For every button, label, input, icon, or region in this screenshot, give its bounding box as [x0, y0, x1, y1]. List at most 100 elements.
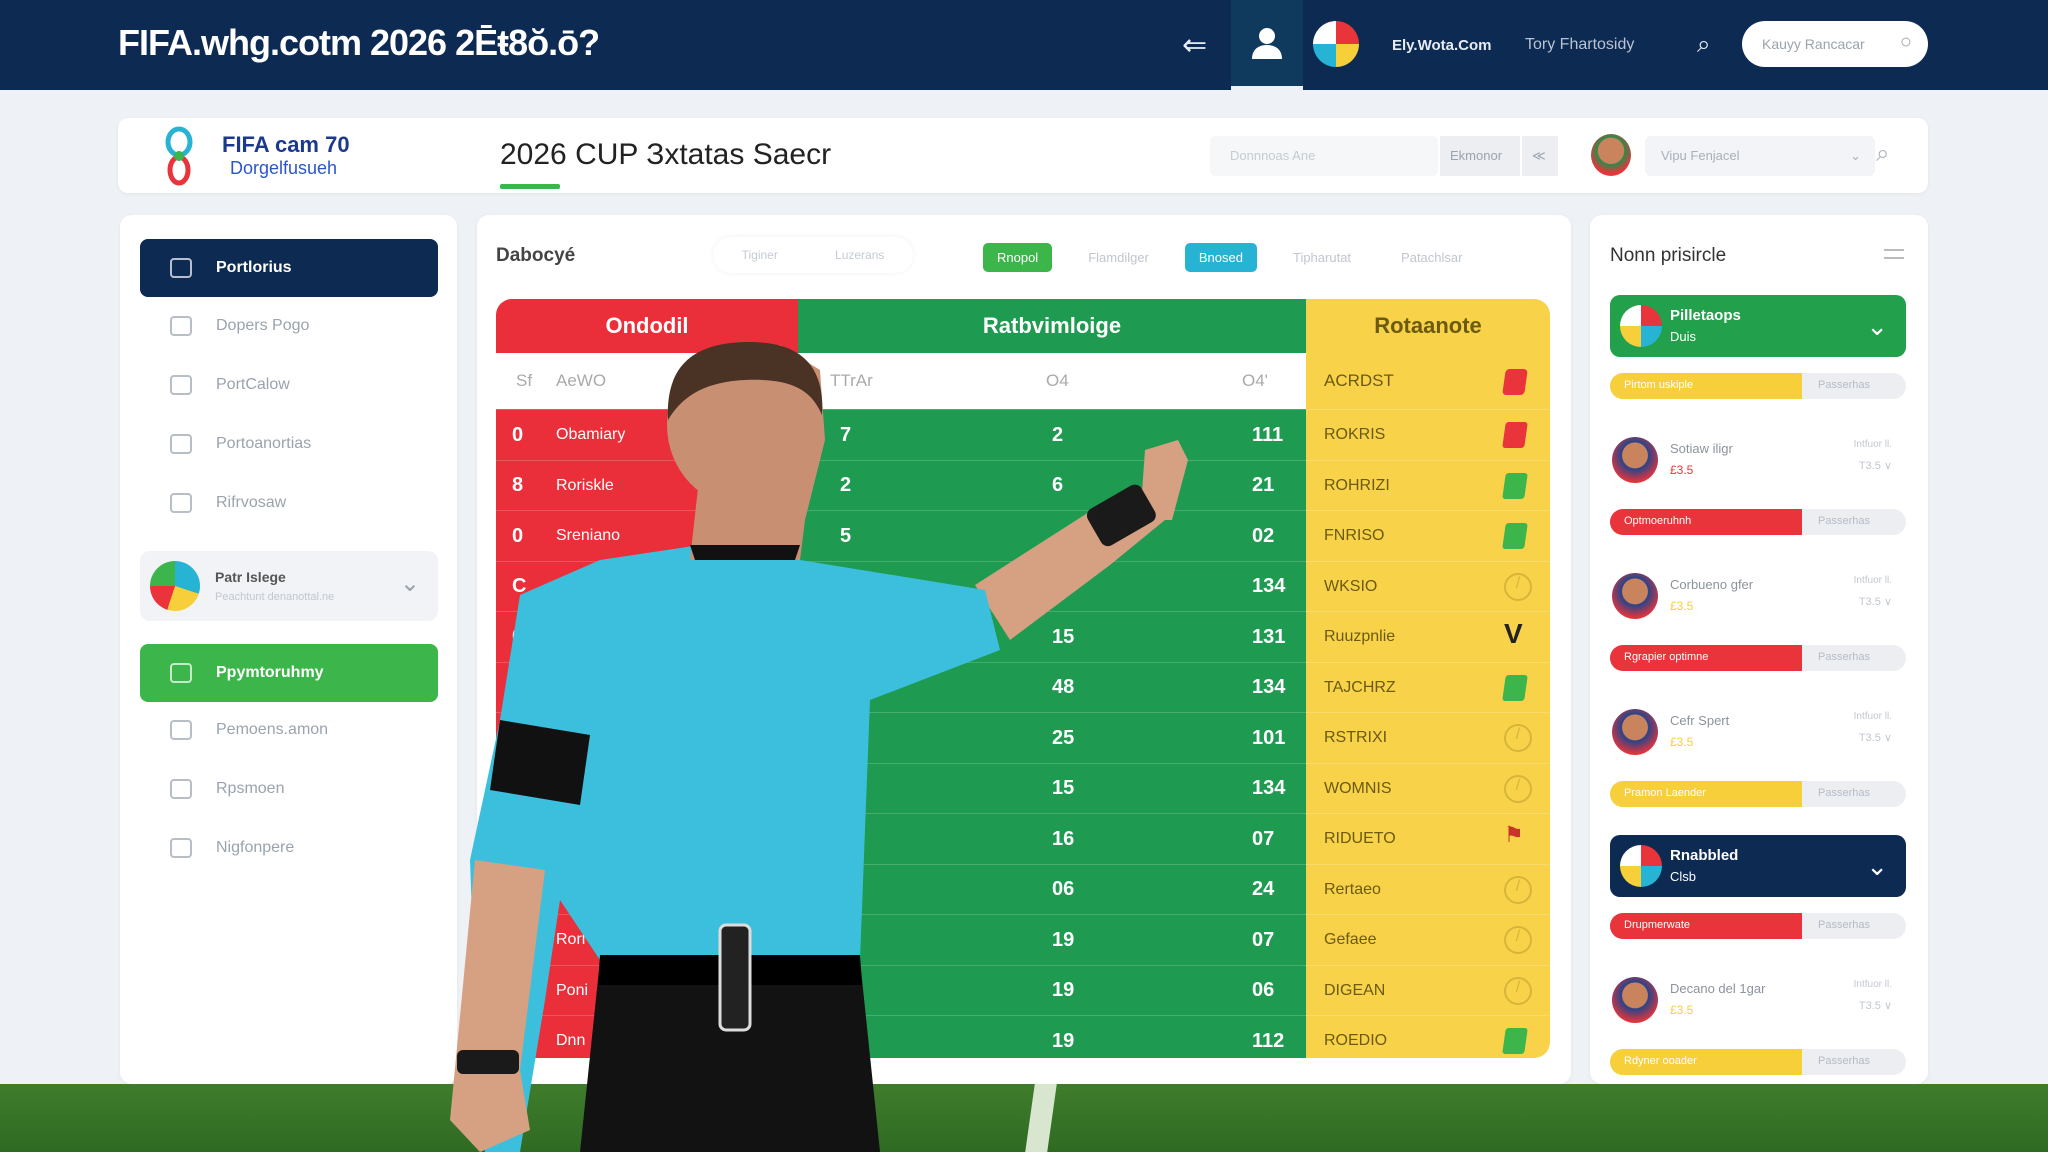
- sidebar-item[interactable]: Dopers Pogo: [140, 297, 438, 355]
- tab-0[interactable]: Rnopol: [983, 243, 1053, 272]
- chevron-down-icon: ⌄: [1850, 148, 1861, 163]
- sidebar-item[interactable]: Rpsmoen: [140, 760, 438, 818]
- status-bar[interactable]: Pirtom uskiple Passerhas: [1610, 373, 1906, 399]
- status-action[interactable]: Passerhas: [1818, 651, 1870, 663]
- table-row[interactable]: Rorl 19 07 Gefaee /: [496, 914, 1550, 965]
- header-search-input[interactable]: Donnnoas Ane: [1210, 136, 1438, 176]
- sidebar-item[interactable]: Pemoens.amon: [140, 701, 438, 759]
- cell-name: Sreniano: [556, 527, 621, 545]
- world-cup-avatar[interactable]: [1313, 21, 1359, 67]
- team-banner[interactable]: Rnabbled Clsb ⌄: [1610, 835, 1906, 897]
- player-meta: T3.5 ∨: [1858, 1000, 1892, 1012]
- player-item[interactable]: Sotiaw iligr £3.5 Intfuor ll. T3.5 ∨: [1610, 427, 1906, 497]
- nav-link[interactable]: Tory Fhartosidy: [1525, 36, 1635, 53]
- player-item[interactable]: Corbueno gfer £3.5 Intfuor ll. T3.5 ∨: [1610, 563, 1906, 633]
- player-avatar: [1612, 977, 1658, 1023]
- profile-dropdown[interactable]: Patr Islege Peachtunt denanottal.ne ⌄: [140, 551, 438, 621]
- cell-c: 24: [1252, 878, 1275, 901]
- status-bar[interactable]: Pramon Laender Passerhas: [1610, 781, 1906, 807]
- player-item[interactable]: Cefr Spert £3.5 Intfuor ll. T3.5 ∨: [1610, 699, 1906, 769]
- cell-id: 0: [512, 524, 524, 547]
- status-bar[interactable]: Optmoeruhnh Passerhas: [1610, 509, 1906, 535]
- sidebar-item-portlorius[interactable]: Portlorius: [140, 239, 438, 297]
- shirt-collar: [690, 545, 800, 560]
- filter-option[interactable]: Luzerans: [835, 248, 885, 262]
- table-row[interactable]: 48 134 TAJCHRZ: [496, 661, 1550, 713]
- filter-select[interactable]: Vipu Fenjacel ⌄: [1645, 136, 1875, 176]
- title-underline: [500, 184, 560, 189]
- tab-2[interactable]: Bnosed: [1184, 243, 1257, 272]
- status-bar[interactable]: Rgrapier optimne Passerhas: [1610, 645, 1906, 671]
- status-bar[interactable]: Rdyner ooader Passerhas: [1610, 1049, 1906, 1075]
- cell-status: Gefaee: [1324, 931, 1377, 949]
- player-value: £3.5: [1670, 599, 1694, 613]
- slash-icon: /: [1504, 976, 1532, 1005]
- sidebar-item[interactable]: Portoanortias: [140, 415, 438, 473]
- page-header: FIFA cam 70 Dorgelfusueh 2026 CUP Зxtata…: [118, 118, 1928, 193]
- status-action[interactable]: Passerhas: [1818, 1055, 1870, 1067]
- player-meta: Intfuor ll.: [1853, 979, 1892, 990]
- back-arrow-icon[interactable]: ⇐: [1182, 28, 1208, 62]
- sidebar: Portlorius Dopers Pogo PortCalow Portoan…: [120, 215, 457, 1084]
- table-row[interactable]: 25 101 RSTRIXI /: [496, 712, 1550, 763]
- cell-c: 112: [1252, 1029, 1285, 1052]
- sidebar-item[interactable]: Nigfonpere: [140, 819, 438, 877]
- brand-title[interactable]: FIFA.whg.cotm 2026 2Ēŧ8ŏ.ō?: [118, 22, 600, 63]
- table-row[interactable]: Poni 19 06 DIGEAN /: [496, 964, 1550, 1016]
- cell-status: FNRISO: [1324, 527, 1385, 545]
- search-input[interactable]: Kauyy Rancacar ○: [1742, 21, 1928, 67]
- player-name: Sotiaw iligr: [1670, 441, 1733, 456]
- table-row[interactable]: 8 Roriskle 2 6 21 ROHRIZI: [496, 459, 1550, 511]
- status-action[interactable]: Passerhas: [1818, 919, 1870, 931]
- tab-1[interactable]: Flamdilger: [1088, 250, 1149, 265]
- cell-name: Dnn: [556, 1032, 586, 1050]
- user-avatar[interactable]: [1591, 134, 1631, 176]
- team-banner[interactable]: Pilletaops Duis ⌄: [1610, 295, 1906, 357]
- cell-b: 15: [1052, 625, 1075, 648]
- status-label: Pramon Laender: [1610, 781, 1802, 807]
- column-header: Ratbvimloige: [982, 313, 1122, 338]
- search-icon[interactable]: ⌕: [1876, 140, 1890, 167]
- status-bar[interactable]: Drupmerwate Passerhas: [1610, 913, 1906, 939]
- tab-4[interactable]: Patachlsar: [1401, 250, 1463, 265]
- cell-status: ROEDIO: [1324, 1032, 1388, 1050]
- cell-a: 2: [840, 474, 852, 497]
- cell-b: 19: [1052, 979, 1075, 1002]
- menu-icon[interactable]: [1884, 249, 1904, 259]
- tab-3[interactable]: Tipharutat: [1292, 250, 1352, 265]
- nav-link[interactable]: Ely.Wota.Com: [1392, 36, 1492, 54]
- cell-name: Roriskle: [556, 476, 614, 494]
- cell-status: WKSIO: [1324, 577, 1378, 595]
- cell-c: 131: [1252, 625, 1286, 648]
- table-row[interactable]: 15 134 WOMNIS /: [496, 762, 1550, 814]
- cell-c: 07: [1252, 827, 1275, 850]
- header-button[interactable]: ≪: [1522, 136, 1558, 176]
- user-button[interactable]: [1231, 0, 1303, 90]
- search-icon[interactable]: ⌕: [1697, 31, 1711, 58]
- team-sub: Clsb: [1670, 869, 1697, 884]
- sidebar-item-active[interactable]: Ppymtoruhmy: [140, 644, 438, 702]
- player-value: £3.5: [1670, 463, 1694, 477]
- player-item[interactable]: Decano del 1gar £3.5 Intfuor ll. T3.5 ∨: [1610, 967, 1906, 1037]
- table-row[interactable]: 0 Obamiary 7 2 111 ROKRIS: [496, 409, 1550, 460]
- table-row[interactable]: 0Dnn19112ROEDIO: [496, 1015, 1550, 1058]
- sidebar-item[interactable]: PortCalow: [140, 356, 438, 414]
- table-row[interactable]: 0 Sreniano 5 02 FNRISO: [496, 510, 1550, 561]
- status-action[interactable]: Passerhas: [1818, 515, 1870, 527]
- tab-bar: Rnopol Flamdilger Bnosed Tipharutat Patachls…: [983, 243, 1476, 272]
- cell-b: 6: [1052, 474, 1064, 497]
- sidebar-item[interactable]: Rifrvosaw: [140, 474, 438, 532]
- filter-option[interactable]: Tiginer: [741, 248, 778, 262]
- status-action[interactable]: Passerhas: [1818, 787, 1870, 799]
- filter-group[interactable]: Tiginer Luzerans: [713, 237, 913, 273]
- section-title: Dabocyé: [496, 245, 576, 266]
- cell-b: 2: [1052, 423, 1064, 446]
- cell-c: 02: [1252, 524, 1275, 547]
- cell-c: 07: [1252, 928, 1275, 951]
- team-badge: [1620, 845, 1662, 887]
- cell-a: 7: [840, 423, 852, 446]
- header-button[interactable]: Ekmonor: [1440, 136, 1520, 176]
- column-header: Ondodil: [605, 313, 689, 338]
- cell-a: 5: [840, 524, 852, 547]
- status-action[interactable]: Passerhas: [1818, 379, 1870, 391]
